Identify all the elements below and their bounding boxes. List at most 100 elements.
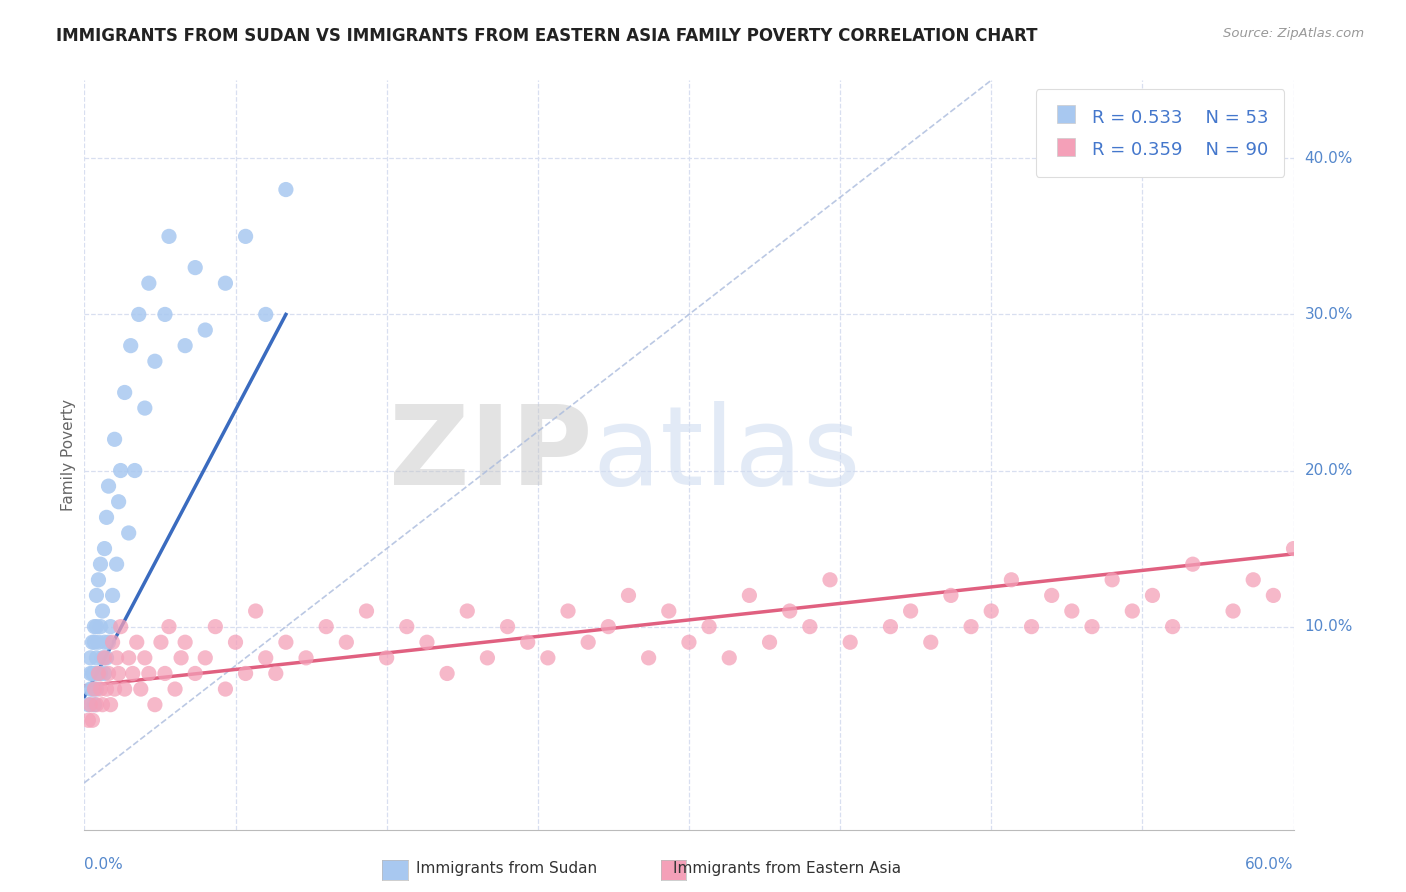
Point [165, 682, 187, 697]
Point [315, 619, 337, 633]
Text: Immigrants from Eastern Asia: Immigrants from Eastern Asia [673, 862, 901, 876]
Point [254, 651, 277, 665]
Point [920, 635, 942, 649]
Point [86, 589, 108, 603]
Point [91, 698, 114, 712]
Text: 10.0%: 10.0% [1305, 619, 1353, 634]
Point [93, 635, 115, 649]
Point [758, 635, 780, 649]
Point [87, 573, 110, 587]
Point [100, 698, 122, 712]
Point [1060, 604, 1083, 618]
Point [82, 682, 104, 697]
Point [129, 682, 152, 697]
Point [100, 619, 122, 633]
Point [79, 666, 101, 681]
Point [718, 651, 741, 665]
Point [153, 666, 176, 681]
Point [1282, 541, 1305, 556]
Point [235, 666, 257, 681]
Point [1263, 589, 1285, 603]
Point [1302, 714, 1324, 728]
Point [697, 619, 720, 633]
Point [335, 635, 357, 649]
Point [110, 464, 132, 478]
Point [87, 666, 110, 681]
Point [214, 276, 236, 290]
Point [617, 589, 640, 603]
Point [1000, 573, 1022, 587]
Point [456, 604, 478, 618]
Point [356, 604, 378, 618]
Point [598, 619, 620, 633]
Point [1021, 619, 1043, 633]
Point [104, 432, 127, 446]
Point [87, 666, 110, 681]
Point [120, 338, 142, 352]
Point [77, 714, 100, 728]
Point [157, 619, 180, 633]
Point [1101, 573, 1123, 587]
Point [678, 635, 700, 649]
Point [83, 682, 105, 697]
Point [658, 604, 681, 618]
Point [86, 698, 108, 712]
Point [416, 635, 439, 649]
Point [86, 651, 108, 665]
Point [89, 682, 111, 697]
Point [174, 635, 197, 649]
Point [91, 651, 114, 665]
Point [295, 651, 318, 665]
Text: 40.0%: 40.0% [1305, 151, 1353, 166]
Point [194, 323, 217, 337]
Point [97, 666, 120, 681]
Point [818, 573, 841, 587]
Text: Source: ZipAtlas.com: Source: ZipAtlas.com [1223, 27, 1364, 40]
Point [91, 604, 114, 618]
Point [1142, 589, 1164, 603]
Point [1040, 589, 1063, 603]
Point [77, 698, 100, 712]
Point [89, 557, 111, 572]
Point [124, 464, 146, 478]
Point [107, 666, 129, 681]
Point [900, 604, 922, 618]
Point [83, 619, 105, 633]
Point [637, 651, 659, 665]
Point [839, 635, 862, 649]
Point [204, 619, 226, 633]
Text: ZIP: ZIP [389, 401, 592, 508]
Point [96, 682, 118, 697]
Point [274, 635, 297, 649]
Point [254, 307, 277, 321]
Point [170, 651, 193, 665]
Point [235, 229, 257, 244]
Point [149, 635, 172, 649]
Point [1181, 557, 1204, 572]
Point [118, 651, 141, 665]
Point [245, 604, 267, 618]
Text: 30.0%: 30.0% [1305, 307, 1353, 322]
Text: IMMIGRANTS FROM SUDAN VS IMMIGRANTS FROM EASTERN ASIA FAMILY POVERTY CORRELATION: IMMIGRANTS FROM SUDAN VS IMMIGRANTS FROM… [56, 27, 1038, 45]
Point [86, 682, 108, 697]
Point [93, 651, 115, 665]
Point [114, 385, 136, 400]
Point [264, 666, 287, 681]
Point [101, 589, 124, 603]
Point [738, 589, 761, 603]
Point [83, 666, 105, 681]
Point [121, 666, 143, 681]
Point [516, 635, 538, 649]
Point [105, 557, 128, 572]
Point [1081, 619, 1104, 633]
Point [96, 651, 118, 665]
Point [89, 666, 111, 681]
Text: atlas: atlas [592, 401, 860, 508]
Point [184, 666, 207, 681]
Point [225, 635, 247, 649]
Point [375, 651, 398, 665]
Point [395, 619, 418, 633]
Point [779, 604, 801, 618]
Point [138, 276, 160, 290]
Point [101, 635, 124, 649]
